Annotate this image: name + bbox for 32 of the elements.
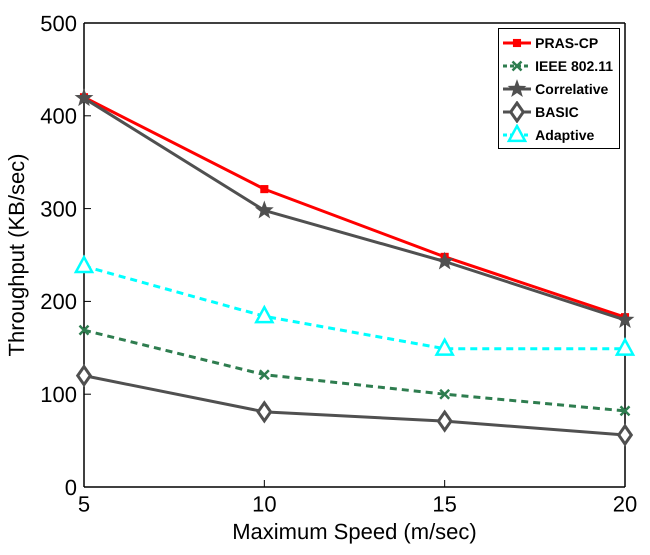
y-tick-label: 200	[40, 289, 77, 314]
x-tick-label: 15	[432, 492, 457, 517]
point	[438, 388, 450, 400]
point	[256, 401, 272, 422]
x-tick-label: 5	[78, 492, 90, 517]
point	[435, 338, 454, 356]
y-tick-label: 500	[40, 10, 77, 36]
point	[76, 365, 92, 386]
point	[254, 200, 274, 218]
point	[74, 88, 94, 106]
y-tick-label: 100	[40, 382, 77, 408]
point	[258, 368, 270, 380]
point	[78, 324, 90, 336]
legend-label: BASIC	[535, 104, 579, 120]
point	[616, 338, 634, 356]
point	[74, 256, 94, 274]
legend-label: Correlative	[535, 80, 608, 96]
point	[254, 306, 274, 324]
y-tick-label: 400	[40, 104, 77, 129]
x-axis-title: Maximum Speed (m/sec)	[232, 519, 477, 544]
point	[436, 410, 452, 432]
y-tick-label: 300	[40, 196, 77, 222]
x-tick-label: 20	[612, 492, 638, 517]
point	[617, 424, 633, 446]
point	[619, 405, 631, 417]
y-axis-title: Throughput (KB/sec)	[4, 154, 29, 356]
point	[260, 185, 268, 194]
x-tick-label: 10	[252, 492, 277, 517]
legend-label: PRAS-CP	[535, 34, 598, 50]
legend-label: Adaptive	[535, 126, 594, 142]
legend-label: IEEE 802.11	[535, 58, 613, 74]
y-tick-label: 0	[64, 474, 77, 500]
